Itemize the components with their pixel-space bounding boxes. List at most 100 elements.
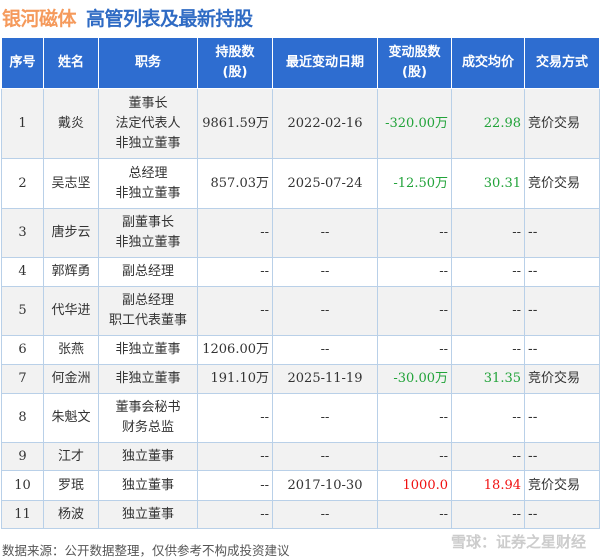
cell-method: -- bbox=[524, 286, 600, 336]
table-row: 10 罗珉 独立董事 -- 2017-10-30 1000.0 18.94 竞价交易 bbox=[1, 470, 600, 501]
cell-change: -320.00万 bbox=[377, 88, 452, 159]
cell-price: -- bbox=[451, 335, 525, 365]
cell-shares: 857.03万 bbox=[197, 158, 273, 209]
cell-price: -- bbox=[451, 257, 525, 287]
cell-change: -- bbox=[377, 442, 452, 471]
cell-role: 非独立董事 bbox=[98, 364, 198, 394]
cell-role: 副总经理 职工代表董事 bbox=[98, 286, 198, 336]
table-row: 9 江才 独立董事 -- -- -- -- -- bbox=[1, 442, 600, 471]
cell-name: 江才 bbox=[43, 442, 99, 471]
cell-method: -- bbox=[524, 393, 600, 443]
cell-change: -- bbox=[377, 257, 452, 287]
cell-shares: 191.10万 bbox=[197, 364, 273, 394]
cell-name: 张燕 bbox=[43, 335, 99, 365]
data-source-note: 数据来源：公开数据整理，仅供参考不构成投资建议 bbox=[2, 543, 290, 558]
cell-method: 竞价交易 bbox=[524, 470, 600, 501]
cell-method: 竞价交易 bbox=[524, 158, 600, 209]
cell-method: -- bbox=[524, 335, 600, 365]
table-row: 7 何金洲 非独立董事 191.10万 2025-11-19 -30.00万 31.35 竞价… bbox=[1, 364, 600, 394]
cell-no: 5 bbox=[1, 286, 44, 336]
table-row: 2 吴志坚 总经理 非独立董事 857.03万 2025-07-24 -12.50万 30.… bbox=[1, 158, 600, 209]
table-row: 8 朱魁文 董事会秘书 财务总监 -- -- -- -- -- bbox=[1, 393, 600, 443]
column-header: 变动股数 (股) bbox=[377, 37, 452, 89]
cell-price: -- bbox=[451, 286, 525, 336]
cell-date: -- bbox=[272, 286, 378, 336]
table-row: 5 代华进 副总经理 职工代表董事 -- -- -- -- -- bbox=[1, 286, 600, 336]
page-subtitle: 高管列表及最新持股 bbox=[86, 8, 253, 30]
column-header: 最近变动日期 bbox=[272, 37, 378, 89]
cell-role: 总经理 非独立董事 bbox=[98, 158, 198, 209]
table-row: 1 戴炎 董事长 法定代表人 非独立董事 9861.59万 2022-02-16 -320… bbox=[1, 88, 600, 159]
cell-name: 代华进 bbox=[43, 286, 99, 336]
cell-date: 2025-11-19 bbox=[272, 364, 378, 394]
watermark: 雪球：证券之星财经 bbox=[450, 533, 586, 551]
page-title: 银河磁体 高管列表及最新持股 bbox=[2, 4, 253, 31]
cell-price: 31.35 bbox=[451, 364, 525, 394]
cell-change: -- bbox=[377, 393, 452, 443]
cell-no: 8 bbox=[1, 393, 44, 443]
cell-method: -- bbox=[524, 500, 600, 529]
cell-name: 何金洲 bbox=[43, 364, 99, 394]
cell-role: 董事长 法定代表人 非独立董事 bbox=[98, 88, 198, 159]
table-row: 4 郭辉勇 副总经理 -- -- -- -- -- bbox=[1, 257, 600, 287]
cell-date: 2025-07-24 bbox=[272, 158, 378, 209]
cell-no: 2 bbox=[1, 158, 44, 209]
cell-change: 1000.0 bbox=[377, 470, 452, 501]
table-header: 序号 姓名 职务 持股数 (股) 最近变动日期 变动股数 (股) 成交均价 交易方式 bbox=[1, 37, 600, 89]
cell-date: 2017-10-30 bbox=[272, 470, 378, 501]
column-header: 持股数 (股) bbox=[197, 37, 273, 89]
cell-no: 10 bbox=[1, 470, 44, 501]
cell-date: 2022-02-16 bbox=[272, 88, 378, 159]
cell-price: 18.94 bbox=[451, 470, 525, 501]
cell-method: 竞价交易 bbox=[524, 88, 600, 159]
cell-price: 30.31 bbox=[451, 158, 525, 209]
cell-shares: -- bbox=[197, 470, 273, 501]
cell-no: 4 bbox=[1, 257, 44, 287]
cell-role: 董事会秘书 财务总监 bbox=[98, 393, 198, 443]
table-row: 11 杨波 独立董事 -- -- -- -- -- bbox=[1, 500, 600, 529]
column-header: 职务 bbox=[98, 37, 198, 89]
cell-role: 副总经理 bbox=[98, 257, 198, 287]
cell-change: -- bbox=[377, 500, 452, 529]
cell-date: -- bbox=[272, 442, 378, 471]
cell-name: 戴炎 bbox=[43, 88, 99, 159]
cell-change: -- bbox=[377, 208, 452, 258]
cell-name: 吴志坚 bbox=[43, 158, 99, 209]
cell-price: 22.98 bbox=[451, 88, 525, 159]
cell-method: -- bbox=[524, 208, 600, 258]
column-header: 成交均价 bbox=[451, 37, 525, 89]
company-name: 银河磁体 bbox=[2, 8, 77, 30]
cell-no: 11 bbox=[1, 500, 44, 529]
cell-price: -- bbox=[451, 393, 525, 443]
cell-date: -- bbox=[272, 257, 378, 287]
cell-change: -- bbox=[377, 335, 452, 365]
column-header: 交易方式 bbox=[524, 37, 600, 89]
cell-shares: 1206.00万 bbox=[197, 335, 273, 365]
cell-price: -- bbox=[451, 442, 525, 471]
cell-method: -- bbox=[524, 442, 600, 471]
executive-table: 序号 姓名 职务 持股数 (股) 最近变动日期 变动股数 (股) 成交均价 交易方式 1 戴炎董… bbox=[1, 37, 600, 529]
cell-shares: -- bbox=[197, 257, 273, 287]
cell-name: 罗珉 bbox=[43, 470, 99, 501]
cell-name: 郭辉勇 bbox=[43, 257, 99, 287]
cell-price: -- bbox=[451, 208, 525, 258]
cell-role: 非独立董事 bbox=[98, 335, 198, 365]
column-header: 姓名 bbox=[43, 37, 99, 89]
cell-method: 竞价交易 bbox=[524, 364, 600, 394]
table-row: 3 唐步云 副董事长 非独立董事 -- -- -- -- -- bbox=[1, 208, 600, 258]
cell-no: 9 bbox=[1, 442, 44, 471]
cell-name: 杨波 bbox=[43, 500, 99, 529]
cell-date: -- bbox=[272, 393, 378, 443]
cell-change: -12.50万 bbox=[377, 158, 452, 209]
table-row: 6 张燕 非独立董事 1206.00万 -- -- -- -- bbox=[1, 335, 600, 365]
cell-no: 6 bbox=[1, 335, 44, 365]
cell-date: -- bbox=[272, 335, 378, 365]
cell-shares: 9861.59万 bbox=[197, 88, 273, 159]
cell-shares: -- bbox=[197, 208, 273, 258]
cell-name: 朱魁文 bbox=[43, 393, 99, 443]
cell-shares: -- bbox=[197, 393, 273, 443]
cell-role: 独立董事 bbox=[98, 470, 198, 501]
cell-change: -30.00万 bbox=[377, 364, 452, 394]
cell-no: 3 bbox=[1, 208, 44, 258]
column-header: 序号 bbox=[1, 37, 44, 89]
